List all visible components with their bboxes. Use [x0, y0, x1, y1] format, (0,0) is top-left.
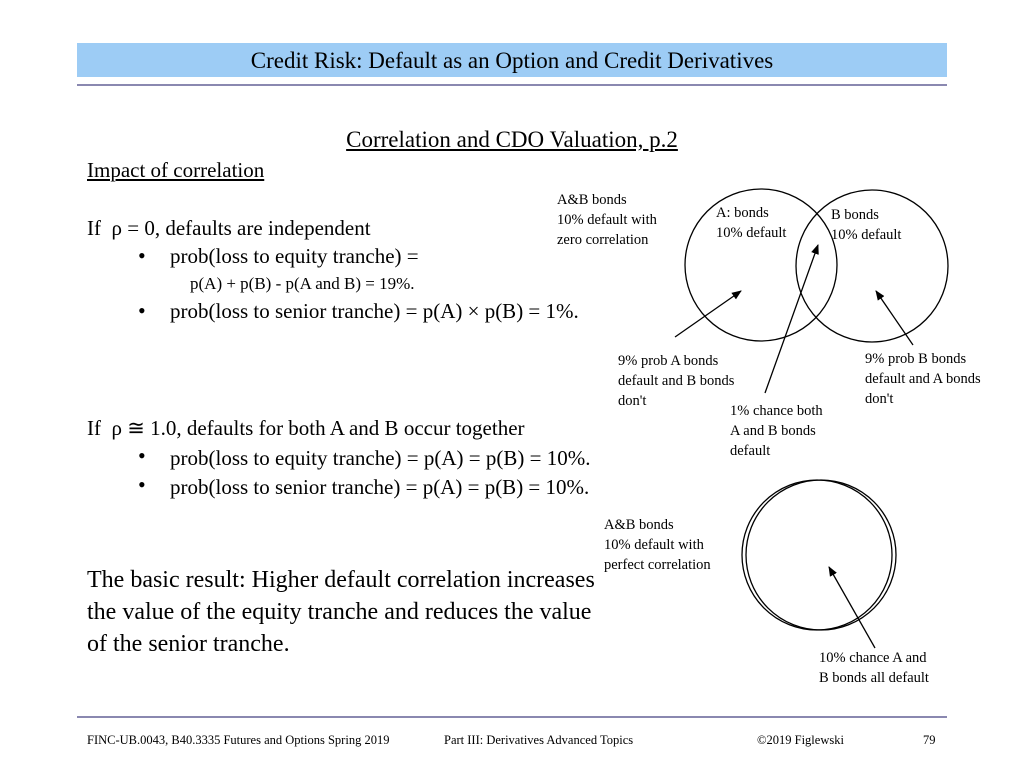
result-line-2: the value of the equity tranche and redu… — [87, 599, 592, 625]
if-word: If — [87, 216, 101, 240]
result-line-1: The basic result: Higher default correla… — [87, 567, 595, 593]
if-word: If — [87, 416, 101, 440]
result-line-3: of the senior tranche. — [87, 631, 290, 657]
bullet-dot: • — [138, 472, 146, 497]
footer-copyright: ©2019 Figlewski — [757, 733, 844, 747]
circle-b-perfect — [745, 479, 897, 631]
senior-tranche-zero-corr: prob(loss to senior tranche) = p(A) × p(… — [170, 299, 579, 323]
footer-course: FINC-UB.0043, B40.3335 Futures and Optio… — [87, 733, 390, 747]
senior-tranche-perfect-corr: prob(loss to senior tranche) = p(A) = p(… — [170, 475, 590, 499]
note-a-only-default: 9% prob A bonds default and B bonds don'… — [618, 353, 735, 409]
page-number: 79 — [923, 733, 936, 747]
label-circle-a: A: bonds 10% default — [716, 205, 787, 241]
slide-title: Correlation and CDO Valuation, p.2 — [346, 127, 678, 152]
approx-symbol: ≅ — [127, 416, 145, 440]
perfect-correlation-line: If ρ ≅ 1.0, defaults for both A and B oc… — [87, 415, 525, 441]
bullet-dot: • — [138, 243, 146, 268]
rho-symbol: ρ — [111, 416, 122, 440]
label-ab-perfect-correlation: A&B bonds 10% default with perfect corre… — [604, 517, 711, 573]
bullet-dot: • — [138, 443, 146, 468]
note-b-only-default: 9% prob B bonds default and A bonds don'… — [865, 351, 981, 407]
section-heading: Impact of correlation — [87, 158, 265, 182]
zero-correlation-line: If ρ = 0, defaults are independent — [87, 215, 371, 241]
label-ab-zero-correlation: A&B bonds 10% default with zero correlat… — [557, 192, 657, 248]
arrow-a-only — [674, 290, 742, 338]
arrow-b-only — [875, 290, 914, 346]
zero-correlation-text: = 0, defaults are independent — [127, 216, 371, 240]
bullet-dot: • — [138, 298, 146, 323]
perfect-correlation-text: 1.0, defaults for both A and B occur tog… — [150, 416, 525, 440]
circle-a-perfect — [741, 479, 893, 631]
header-bar — [77, 43, 947, 77]
rho-symbol: ρ — [111, 216, 122, 240]
note-both-default: 1% chance both A and B bonds default — [730, 403, 823, 459]
arrow-all-default — [828, 566, 876, 649]
equity-tranche-zero-corr: prob(loss to equity tranche) = — [170, 244, 419, 268]
header-title: Credit Risk: Default as an Option and Cr… — [250, 48, 774, 73]
equity-tranche-formula: p(A) + p(B) - p(A and B) = 19%. — [190, 274, 415, 293]
header-rule — [77, 84, 947, 86]
circle-a-bonds — [684, 188, 838, 342]
label-circle-b: B bonds 10% default — [831, 207, 902, 243]
arrow-both — [764, 244, 819, 394]
note-all-default: 10% chance A and B bonds all default — [819, 650, 929, 686]
equity-tranche-perfect-corr: prob(loss to equity tranche) = p(A) = p(… — [170, 446, 591, 470]
footer-rule — [77, 716, 947, 718]
circle-b-bonds — [795, 189, 949, 343]
footer-part: Part III: Derivatives Advanced Topics — [444, 733, 634, 747]
